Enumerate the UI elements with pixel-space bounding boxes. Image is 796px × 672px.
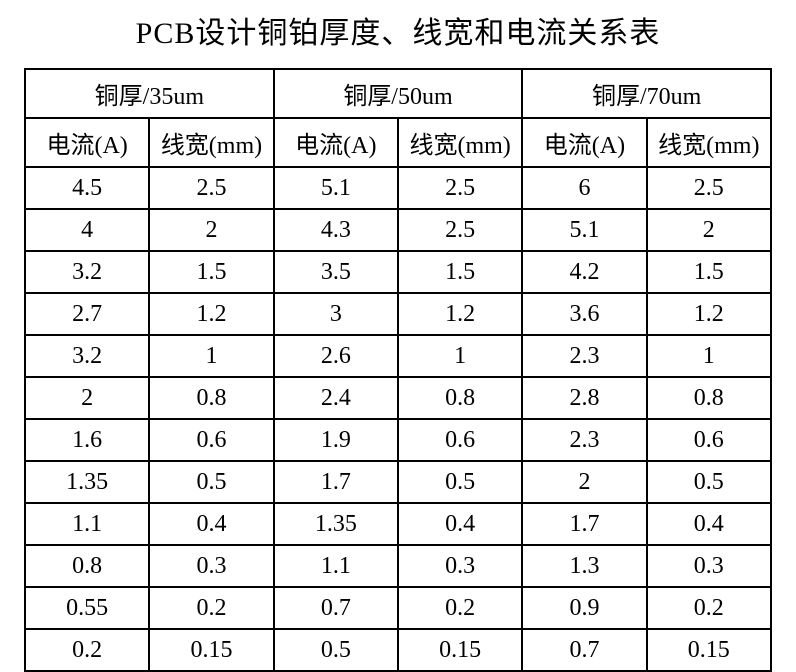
table-cell: 2.3	[522, 335, 646, 377]
table-row: 1.10.41.350.41.70.4	[25, 503, 771, 545]
table-cell: 0.4	[149, 503, 273, 545]
sub-header-cell: 线宽(mm)	[149, 118, 273, 167]
table-cell: 0.2	[398, 587, 522, 629]
table-cell: 0.7	[274, 587, 398, 629]
table-cell: 1	[647, 335, 771, 377]
table-cell: 2.5	[647, 167, 771, 209]
table-cell: 0.2	[25, 629, 149, 671]
table-body: 4.52.55.12.562.5424.32.55.123.21.53.51.5…	[25, 167, 771, 671]
table-cell: 1.35	[274, 503, 398, 545]
table-cell: 0.8	[25, 545, 149, 587]
table-row: 0.20.150.50.150.70.15	[25, 629, 771, 671]
table-cell: 0.7	[522, 629, 646, 671]
table-cell: 6	[522, 167, 646, 209]
table-cell: 4	[25, 209, 149, 251]
table-cell: 0.6	[398, 419, 522, 461]
table-cell: 0.5	[647, 461, 771, 503]
sub-header-cell: 电流(A)	[25, 118, 149, 167]
table-cell: 1.7	[274, 461, 398, 503]
sub-header-cell: 电流(A)	[274, 118, 398, 167]
table-row: 0.80.31.10.31.30.3	[25, 545, 771, 587]
table-cell: 0.3	[398, 545, 522, 587]
table-cell: 0.8	[647, 377, 771, 419]
table-cell: 3.5	[274, 251, 398, 293]
table-cell: 2	[149, 209, 273, 251]
table-cell: 1.1	[25, 503, 149, 545]
table-cell: 0.4	[647, 503, 771, 545]
table-cell: 4.2	[522, 251, 646, 293]
table-cell: 1.5	[149, 251, 273, 293]
table-cell: 0.55	[25, 587, 149, 629]
table-cell: 1.2	[647, 293, 771, 335]
table-cell: 5.1	[274, 167, 398, 209]
table-cell: 2.6	[274, 335, 398, 377]
table-row: 20.82.40.82.80.8	[25, 377, 771, 419]
table-cell: 5.1	[522, 209, 646, 251]
table-cell: 0.2	[647, 587, 771, 629]
table-cell: 2	[647, 209, 771, 251]
table-cell: 2.5	[149, 167, 273, 209]
group-header-cell: 铜厚/35um	[25, 69, 274, 118]
table-cell: 4.5	[25, 167, 149, 209]
table-cell: 3.2	[25, 251, 149, 293]
sub-header-cell: 电流(A)	[522, 118, 646, 167]
table-cell: 1.3	[522, 545, 646, 587]
table-cell: 1.2	[149, 293, 273, 335]
table-cell: 2	[522, 461, 646, 503]
table-cell: 2.3	[522, 419, 646, 461]
table-cell: 0.9	[522, 587, 646, 629]
table-cell: 0.15	[398, 629, 522, 671]
table-cell: 0.4	[398, 503, 522, 545]
table-row: 3.21.53.51.54.21.5	[25, 251, 771, 293]
table-cell: 2.5	[398, 209, 522, 251]
table-cell: 2	[25, 377, 149, 419]
table-cell: 1	[149, 335, 273, 377]
table-cell: 2.7	[25, 293, 149, 335]
table-cell: 1.5	[398, 251, 522, 293]
table-cell: 1.6	[25, 419, 149, 461]
table-cell: 0.5	[274, 629, 398, 671]
table-row: 3.212.612.31	[25, 335, 771, 377]
table-cell: 0.3	[149, 545, 273, 587]
page-title: PCB设计铜铂厚度、线宽和电流关系表	[136, 8, 661, 52]
group-header-row: 铜厚/35um铜厚/50um铜厚/70um	[25, 69, 771, 118]
table-row: 4.52.55.12.562.5	[25, 167, 771, 209]
table-cell: 1.2	[398, 293, 522, 335]
sub-header-cell: 线宽(mm)	[398, 118, 522, 167]
table-row: 1.60.61.90.62.30.6	[25, 419, 771, 461]
table-row: 0.550.20.70.20.90.2	[25, 587, 771, 629]
table-cell: 0.8	[398, 377, 522, 419]
group-header-cell: 铜厚/70um	[522, 69, 771, 118]
table-cell: 2.5	[398, 167, 522, 209]
table-cell: 2.8	[522, 377, 646, 419]
table-cell: 1.9	[274, 419, 398, 461]
table-row: 2.71.231.23.61.2	[25, 293, 771, 335]
table-cell: 0.15	[149, 629, 273, 671]
sub-header-cell: 线宽(mm)	[647, 118, 771, 167]
table-cell: 4.3	[274, 209, 398, 251]
table-cell: 1	[398, 335, 522, 377]
sub-header-row: 电流(A)线宽(mm)电流(A)线宽(mm)电流(A)线宽(mm)	[25, 118, 771, 167]
table-cell: 1.7	[522, 503, 646, 545]
table-cell: 3.2	[25, 335, 149, 377]
pcb-table: 铜厚/35um铜厚/50um铜厚/70um 电流(A)线宽(mm)电流(A)线宽…	[24, 68, 772, 672]
table-cell: 2.4	[274, 377, 398, 419]
table-cell: 1.1	[274, 545, 398, 587]
table-cell: 0.15	[647, 629, 771, 671]
table-cell: 3.6	[522, 293, 646, 335]
table-cell: 3	[274, 293, 398, 335]
table-cell: 0.6	[647, 419, 771, 461]
table-cell: 1.5	[647, 251, 771, 293]
table-cell: 0.8	[149, 377, 273, 419]
table-cell: 0.5	[149, 461, 273, 503]
table-cell: 0.2	[149, 587, 273, 629]
table-cell: 1.35	[25, 461, 149, 503]
group-header-cell: 铜厚/50um	[274, 69, 523, 118]
table-row: 1.350.51.70.520.5	[25, 461, 771, 503]
table-cell: 0.3	[647, 545, 771, 587]
table-cell: 0.6	[149, 419, 273, 461]
table-cell: 0.5	[398, 461, 522, 503]
table-row: 424.32.55.12	[25, 209, 771, 251]
